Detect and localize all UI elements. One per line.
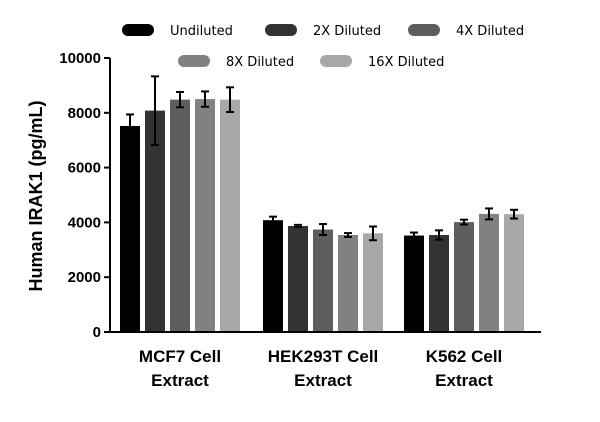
bar (363, 233, 383, 332)
bar (479, 213, 499, 332)
legend-item: Undiluted (122, 24, 233, 39)
legend-swatch (320, 55, 352, 67)
y-tick-label: 6000 (68, 160, 101, 177)
legend-swatch (178, 55, 210, 67)
bar (338, 235, 358, 332)
y-tick-label: 0 (93, 324, 101, 341)
y-tick-label: 2000 (68, 269, 101, 286)
bar (263, 220, 283, 332)
x-axis: MCF7 Cell Extract HEK293T Cell Extract K562 … (109, 331, 541, 390)
legend-label: 4X Diluted (456, 24, 524, 39)
x-tick-label: HEK293T Cell (268, 347, 379, 366)
x-tick-label: Extract (435, 371, 493, 390)
bar (404, 235, 424, 332)
bar (454, 222, 474, 332)
bar (288, 225, 308, 332)
legend-swatch (265, 24, 297, 36)
bar (429, 235, 449, 332)
legend-label: 2X Diluted (313, 24, 381, 39)
y-axis: 0 2000 4000 6000 8000 10000 (59, 50, 111, 341)
legend-item: 2X Diluted (265, 24, 381, 39)
legend: Undiluted 2X Diluted 4X Diluted 8X Diluted 1… (122, 24, 524, 70)
bars (120, 75, 524, 333)
legend-label: 8X Diluted (226, 55, 294, 70)
y-tick-label: 4000 (68, 214, 101, 231)
legend-swatch (408, 24, 440, 36)
bar (170, 99, 190, 332)
legend-item: 16X Diluted (320, 55, 444, 70)
y-axis-label: Human IRAK1 (pg/mL) (26, 100, 46, 291)
legend-item: 8X Diluted (178, 55, 294, 70)
x-tick-label: K562 Cell (426, 347, 503, 366)
x-tick-label: Extract (151, 371, 209, 390)
bar (145, 110, 165, 332)
y-tick-label: 8000 (68, 105, 101, 122)
x-tick-label: MCF7 Cell (139, 347, 221, 366)
legend-label: Undiluted (170, 24, 233, 39)
x-tick-label: Extract (294, 371, 352, 390)
legend-label: 16X Diluted (368, 55, 444, 70)
bar (313, 229, 333, 332)
legend-item: 4X Diluted (408, 24, 524, 39)
bar (504, 214, 524, 332)
bar (120, 125, 140, 333)
legend-swatch (122, 24, 154, 36)
bar (220, 99, 240, 332)
bar (195, 99, 215, 332)
y-tick-label: 10000 (59, 50, 101, 67)
